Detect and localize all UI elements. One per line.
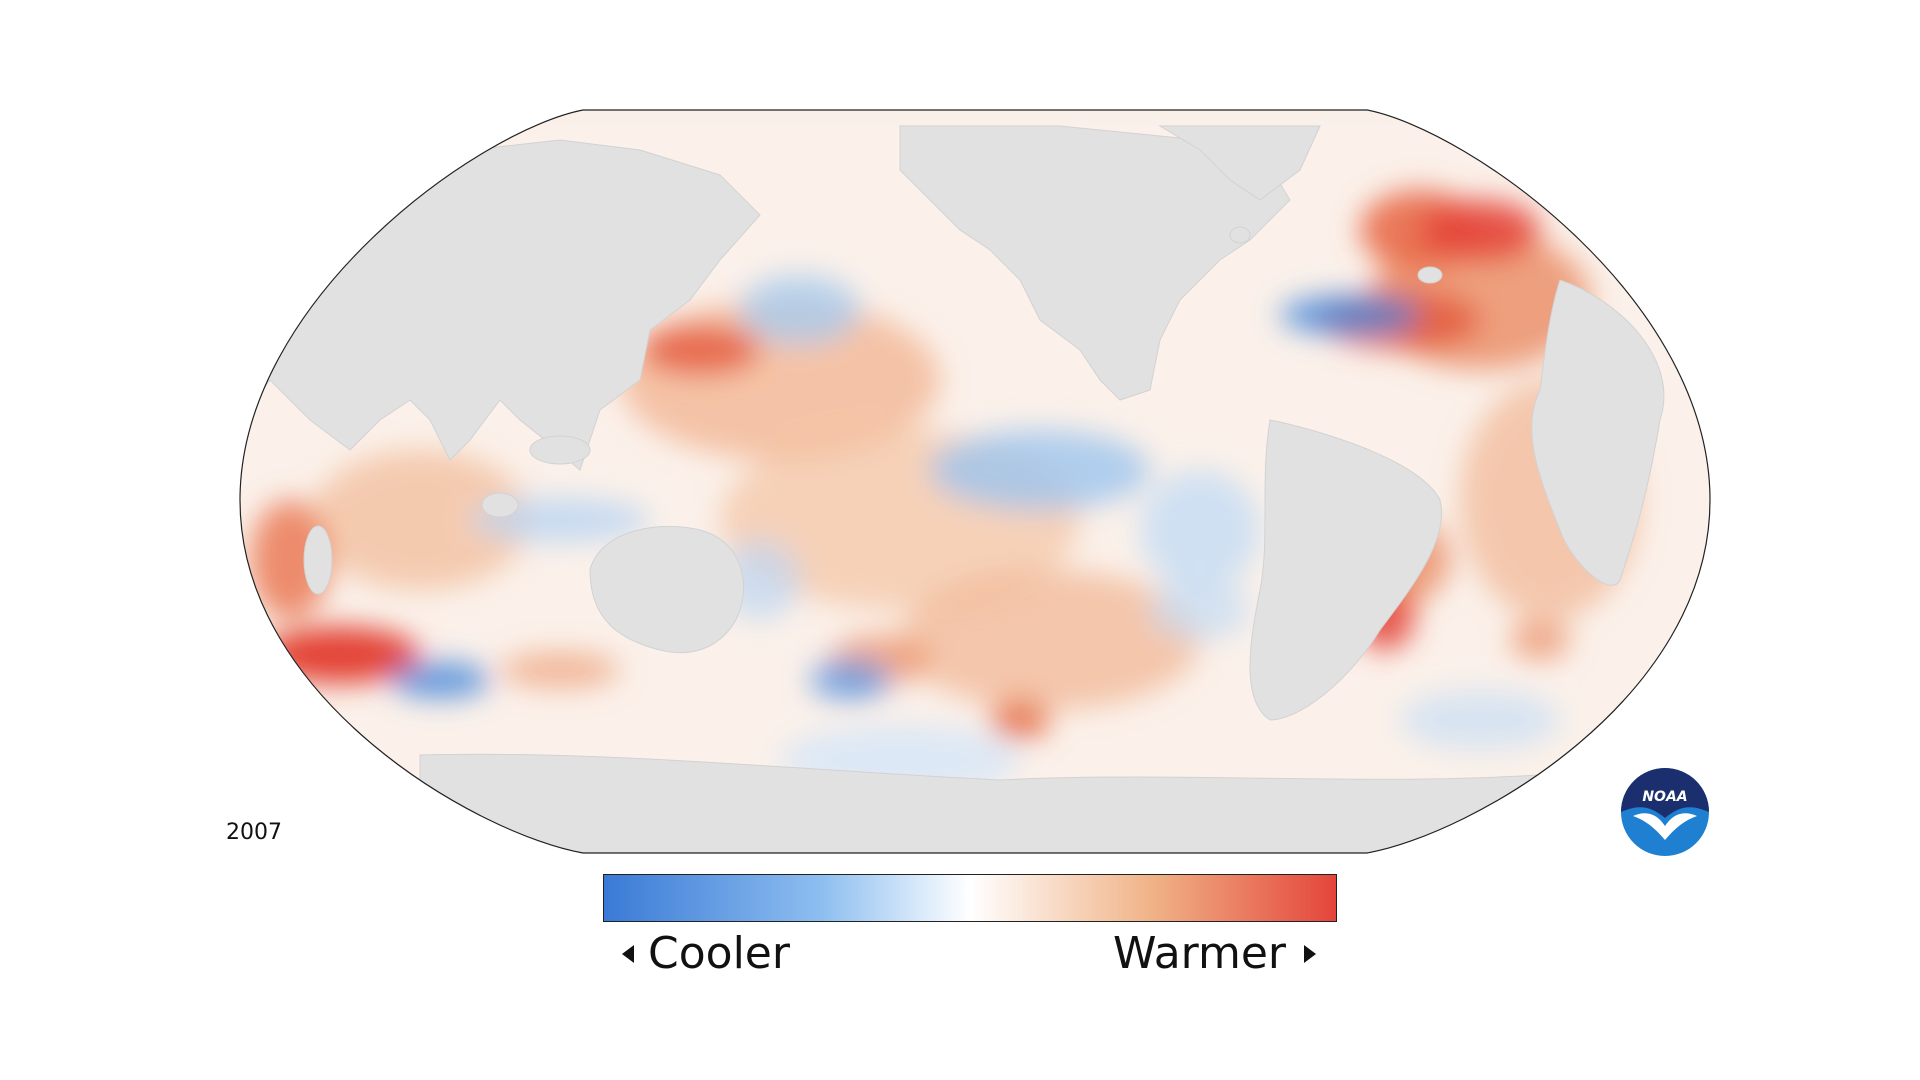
map-outline: [239, 109, 1711, 854]
legend-cooler: Cooler: [622, 928, 790, 979]
right-arrow-icon: [1304, 944, 1316, 963]
year-label: 2007: [226, 820, 282, 845]
legend-warmer: Warmer: [1113, 928, 1316, 979]
noaa-logo-text: NOAA: [1642, 789, 1687, 805]
noaa-logo-icon: NOAA: [1621, 768, 1709, 856]
legend-warmer-label: Warmer: [1113, 928, 1286, 979]
legend-cooler-label: Cooler: [648, 928, 790, 979]
left-arrow-icon: [622, 944, 634, 963]
color-scale-bar: [603, 874, 1337, 922]
